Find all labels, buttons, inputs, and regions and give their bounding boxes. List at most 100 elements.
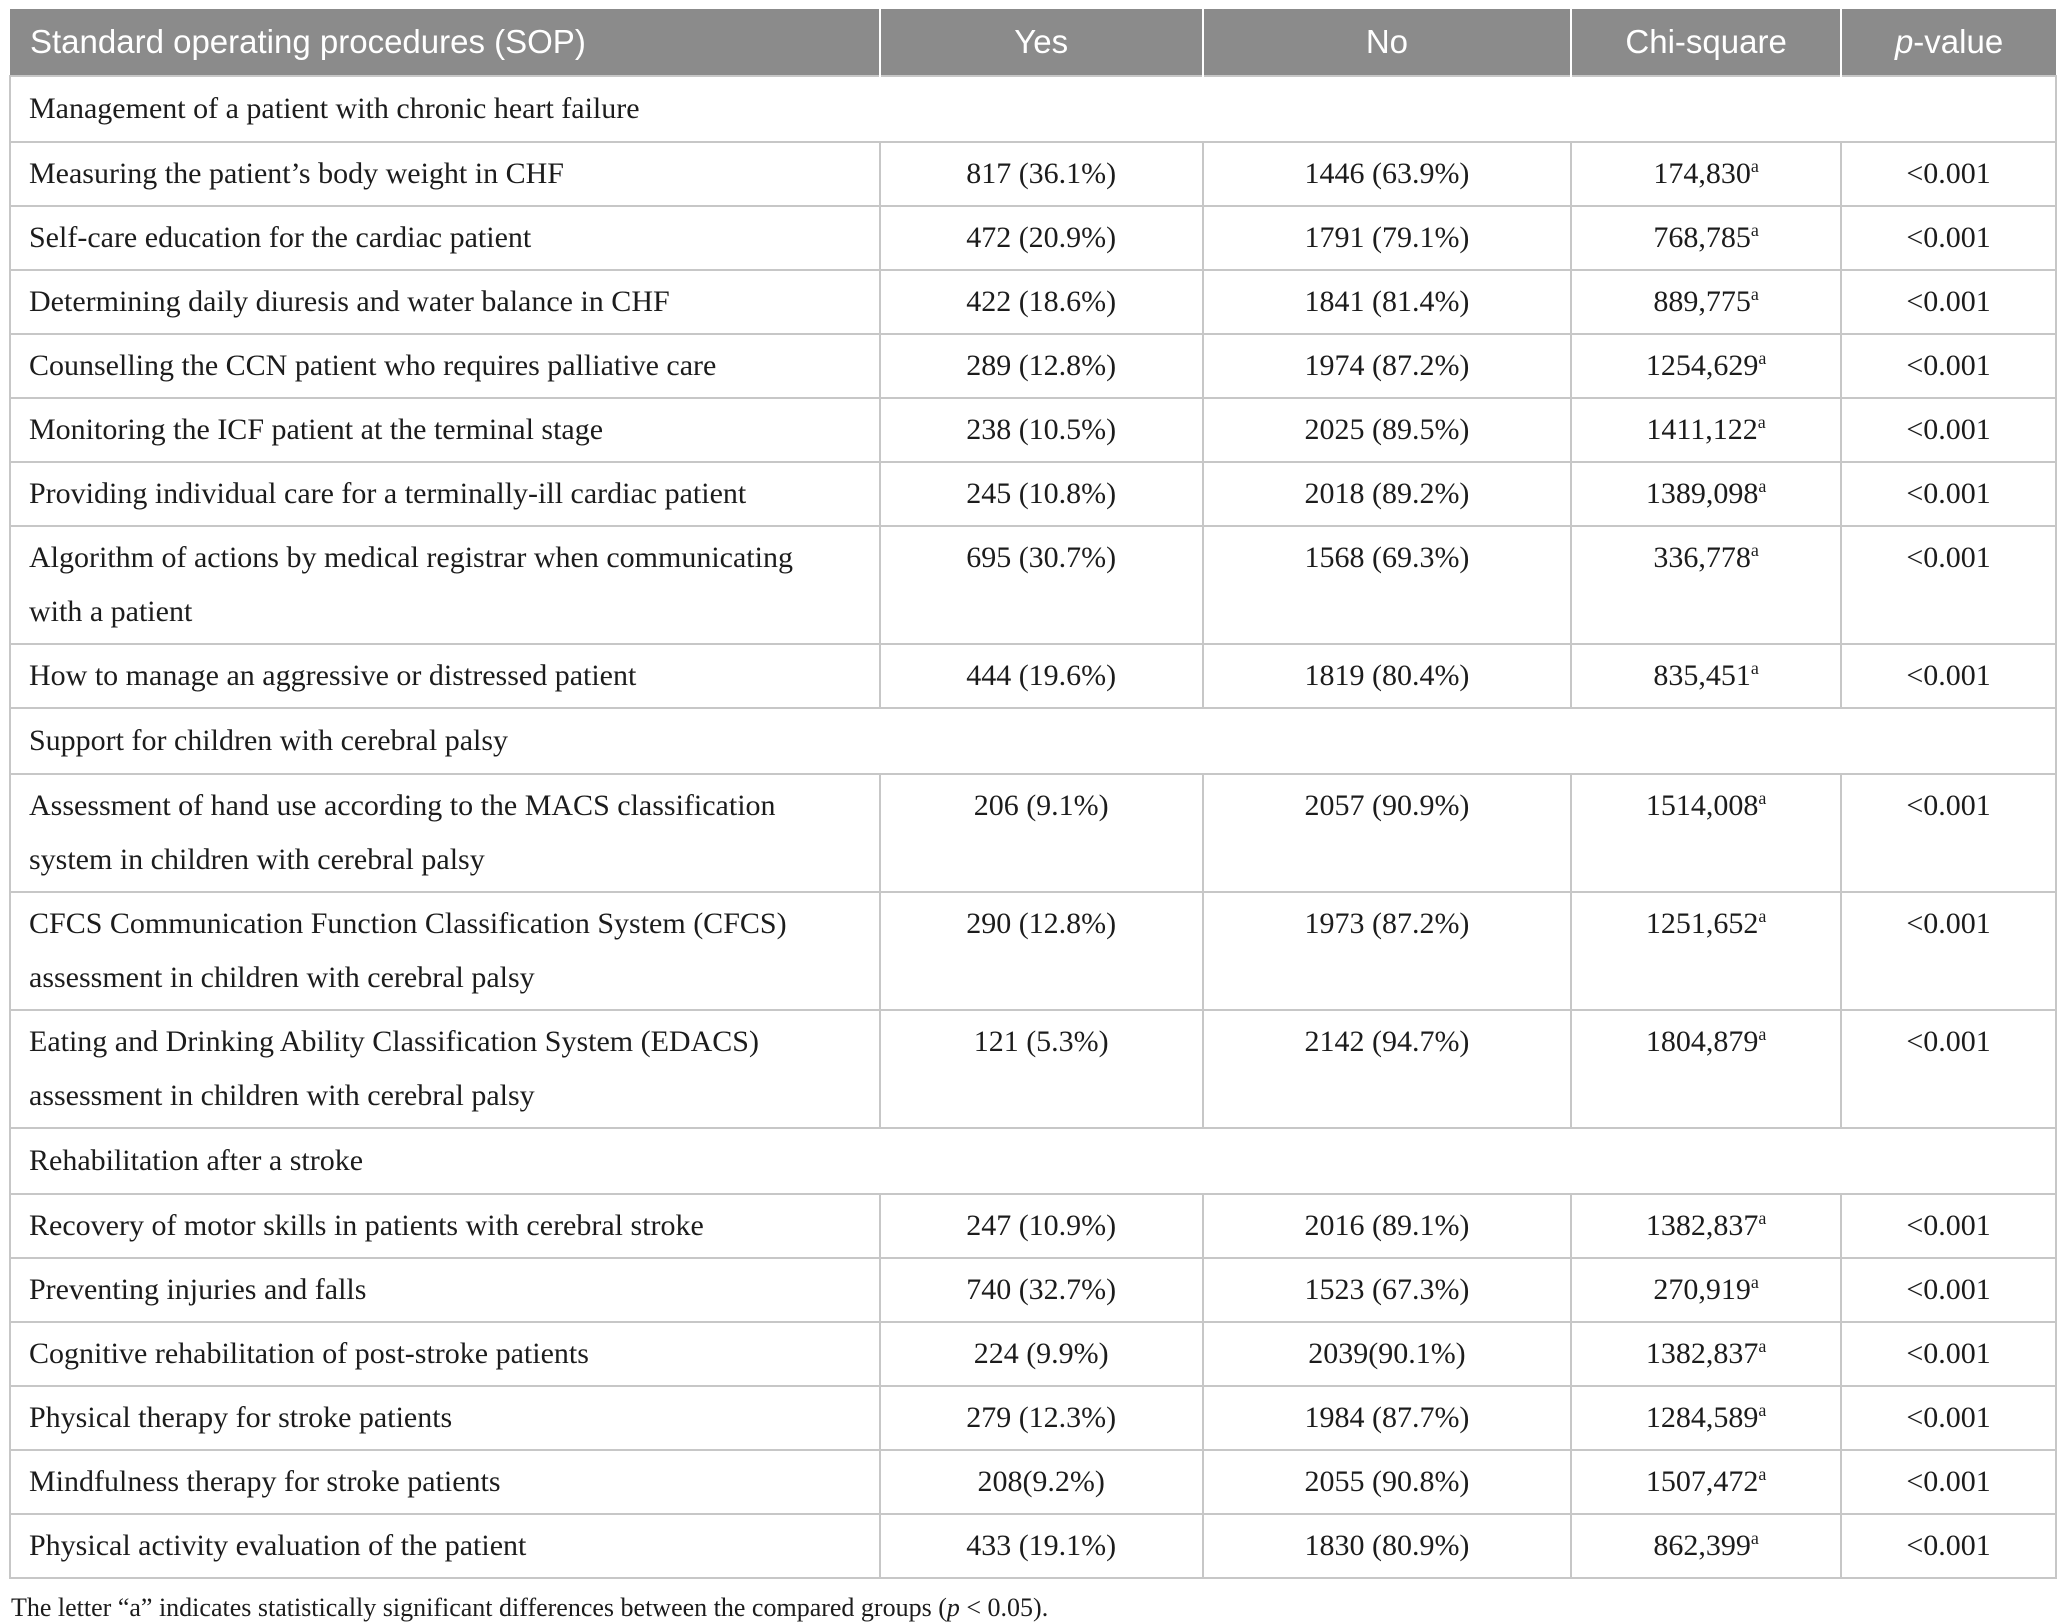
chi-square-number: 1507,472 — [1645, 1464, 1759, 1498]
chi-square-value: 336,778a — [1570, 524, 1843, 645]
significance-superscript: a — [1758, 787, 1767, 808]
no-value: 1984 (87.7%) — [1201, 1384, 1573, 1451]
table-row: Measuring the patient’s body weight in C… — [9, 140, 2057, 207]
header-row: Standard operating procedures (SOP) Yes … — [10, 9, 2056, 76]
significance-superscript: a — [1758, 347, 1767, 368]
sop-label: Eating and Drinking Ability Classificati… — [9, 1008, 881, 1129]
no-value: 2142 (94.7%) — [1201, 1008, 1573, 1129]
significance-superscript: a — [1758, 1463, 1767, 1484]
sop-label: Physical therapy for stroke patients — [9, 1384, 881, 1451]
table-row: Cognitive rehabilitation of post-stroke … — [9, 1320, 2057, 1387]
no-value: 1841 (81.4%) — [1201, 268, 1573, 335]
sop-label: How to manage an aggressive or distresse… — [9, 642, 881, 709]
sop-label: Preventing injuries and falls — [9, 1256, 881, 1323]
p-value: <0.001 — [1840, 1320, 2057, 1387]
sop-label: Cognitive rehabilitation of post-stroke … — [9, 1320, 881, 1387]
col-header-p-value: p-value — [1841, 9, 2056, 76]
footnote-p-italic: p — [946, 1592, 960, 1622]
p-value: <0.001 — [1840, 1448, 2057, 1515]
chi-square-number: 270,919 — [1653, 1272, 1751, 1306]
yes-value: 279 (12.3%) — [878, 1384, 1204, 1451]
sop-label: Monitoring the ICF patient at the termin… — [9, 396, 881, 463]
significance-superscript: a — [1750, 657, 1759, 678]
col-header-no: No — [1202, 9, 1573, 76]
section-row: Rehabilitation after a stroke — [9, 1126, 2057, 1195]
table-row: Determining daily diuresis and water bal… — [9, 268, 2057, 335]
table-row: Preventing injuries and falls 740 (32.7%)… — [9, 1256, 2057, 1323]
no-value: 1830 (80.9%) — [1201, 1512, 1573, 1579]
p-rest: -value — [1913, 23, 2004, 60]
sop-label: Physical activity evaluation of the pati… — [9, 1512, 881, 1579]
sop-label: Measuring the patient’s body weight in C… — [9, 140, 881, 207]
no-value: 1973 (87.2%) — [1201, 890, 1573, 1011]
sop-label: Assessment of hand use according to the … — [9, 772, 881, 893]
sop-table: Standard operating procedures (SOP) Yes … — [9, 9, 2057, 1579]
sop-label: Recovery of motor skills in patients wit… — [9, 1192, 881, 1259]
table-row: Self-care education for the cardiac pati… — [9, 204, 2057, 271]
chi-square-number: 889,775 — [1653, 284, 1751, 318]
yes-value: 433 (19.1%) — [878, 1512, 1204, 1579]
chi-square-value: 768,785a — [1570, 204, 1843, 271]
table-row: CFCS Communication Function Classificati… — [9, 890, 2057, 1011]
p-value: <0.001 — [1840, 1192, 2057, 1259]
significance-superscript: a — [1750, 155, 1759, 176]
chi-square-value: 1254,629a — [1570, 332, 1843, 399]
no-value: 2057 (90.9%) — [1201, 772, 1573, 893]
yes-value: 245 (10.8%) — [878, 460, 1204, 527]
chi-square-value: 1411,122a — [1570, 396, 1843, 463]
significance-superscript: a — [1758, 1399, 1767, 1420]
chi-square-value: 1382,837a — [1570, 1320, 1843, 1387]
p-value: <0.001 — [1840, 524, 2057, 645]
col-header-sop: Standard operating procedures (SOP) — [10, 9, 881, 76]
significance-superscript: a — [1750, 1271, 1759, 1292]
yes-value: 121 (5.3%) — [878, 1008, 1204, 1129]
section-title: Rehabilitation after a stroke — [9, 1126, 2057, 1195]
p-value: <0.001 — [1840, 460, 2057, 527]
significance-superscript: a — [1758, 475, 1767, 496]
col-header-chi-square: Chi-square — [1571, 9, 1843, 76]
no-value: 1568 (69.3%) — [1201, 524, 1573, 645]
section-row: Support for children with cerebral palsy — [9, 706, 2057, 775]
significance-superscript: a — [1750, 283, 1759, 304]
significance-superscript: a — [1758, 1335, 1767, 1356]
p-value: <0.001 — [1840, 268, 2057, 335]
yes-value: 740 (32.7%) — [878, 1256, 1204, 1323]
chi-square-number: 1382,837 — [1645, 1336, 1759, 1370]
p-value: <0.001 — [1840, 1256, 2057, 1323]
yes-value: 290 (12.8%) — [878, 890, 1204, 1011]
table-row: Monitoring the ICF patient at the termin… — [9, 396, 2057, 463]
chi-square-value: 1804,879a — [1570, 1008, 1843, 1129]
yes-value: 238 (10.5%) — [878, 396, 1204, 463]
col-header-yes: Yes — [879, 9, 1204, 76]
section-title: Management of a patient with chronic hea… — [9, 74, 2057, 143]
table-row: Physical activity evaluation of the pati… — [9, 1512, 2057, 1579]
chi-square-value: 889,775a — [1570, 268, 1843, 335]
chi-square-number: 174,830 — [1653, 156, 1751, 190]
yes-value: 208(9.2%) — [878, 1448, 1204, 1515]
footnote-tail: < 0.05). — [959, 1592, 1049, 1622]
significance-superscript: a — [1750, 1527, 1759, 1548]
sop-label: Algorithm of actions by medical registra… — [9, 524, 881, 645]
chi-square-number: 1284,589 — [1645, 1400, 1759, 1434]
sop-label: Self-care education for the cardiac pati… — [9, 204, 881, 271]
chi-square-number: 1804,879 — [1645, 1024, 1759, 1058]
no-value: 2039(90.1%) — [1201, 1320, 1573, 1387]
yes-value: 444 (19.6%) — [878, 642, 1204, 709]
yes-value: 289 (12.8%) — [878, 332, 1204, 399]
p-value: <0.001 — [1840, 140, 2057, 207]
chi-square-number: 1254,629 — [1645, 348, 1759, 382]
table-row: Counselling the CCN patient who requires… — [9, 332, 2057, 399]
table-row: Mindfulness therapy for stroke patients 2… — [9, 1448, 2057, 1515]
no-value: 1523 (67.3%) — [1201, 1256, 1573, 1323]
p-value: <0.001 — [1840, 772, 2057, 893]
section-title: Support for children with cerebral palsy — [9, 706, 2057, 775]
chi-square-number: 1411,122 — [1646, 412, 1758, 446]
no-value: 1446 (63.9%) — [1201, 140, 1573, 207]
chi-square-number: 1251,652 — [1645, 906, 1759, 940]
sop-label: Providing individual care for a terminal… — [9, 460, 881, 527]
chi-square-number: 1389,098 — [1645, 476, 1759, 510]
chi-square-value: 835,451a — [1570, 642, 1843, 709]
sop-label: Determining daily diuresis and water bal… — [9, 268, 881, 335]
significance-superscript: a — [1757, 411, 1766, 432]
